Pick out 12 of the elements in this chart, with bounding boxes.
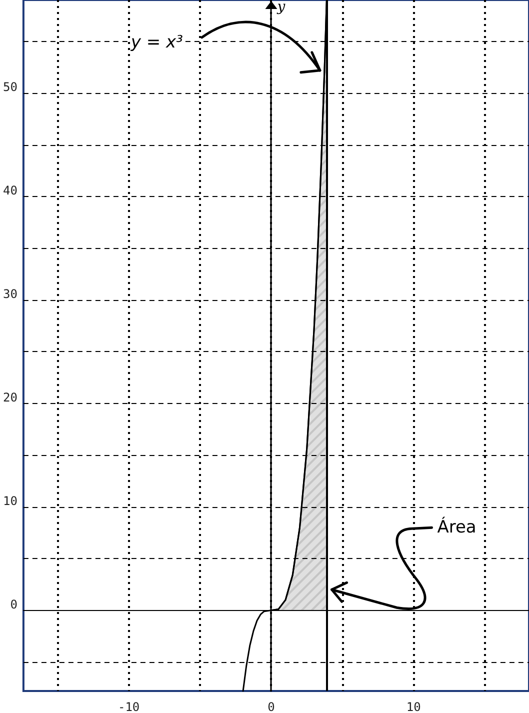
y-tick-label: 0 (10, 597, 18, 612)
x-tick-label: -10 (118, 700, 140, 713)
x-tick-label: 0 (268, 700, 275, 713)
annotation: y = x³ (130, 32, 184, 52)
x-tick-label: 10 (406, 700, 421, 713)
y-tick-label: 50 (2, 80, 18, 94)
y-tick-label: 40 (2, 184, 18, 198)
annotation: Área (437, 516, 476, 538)
y-tick-label: 10 (2, 494, 18, 508)
y-tick-label: 20 (2, 390, 18, 404)
y-tick-label: 30 (2, 286, 18, 301)
y-axis-title: y (276, 0, 286, 15)
